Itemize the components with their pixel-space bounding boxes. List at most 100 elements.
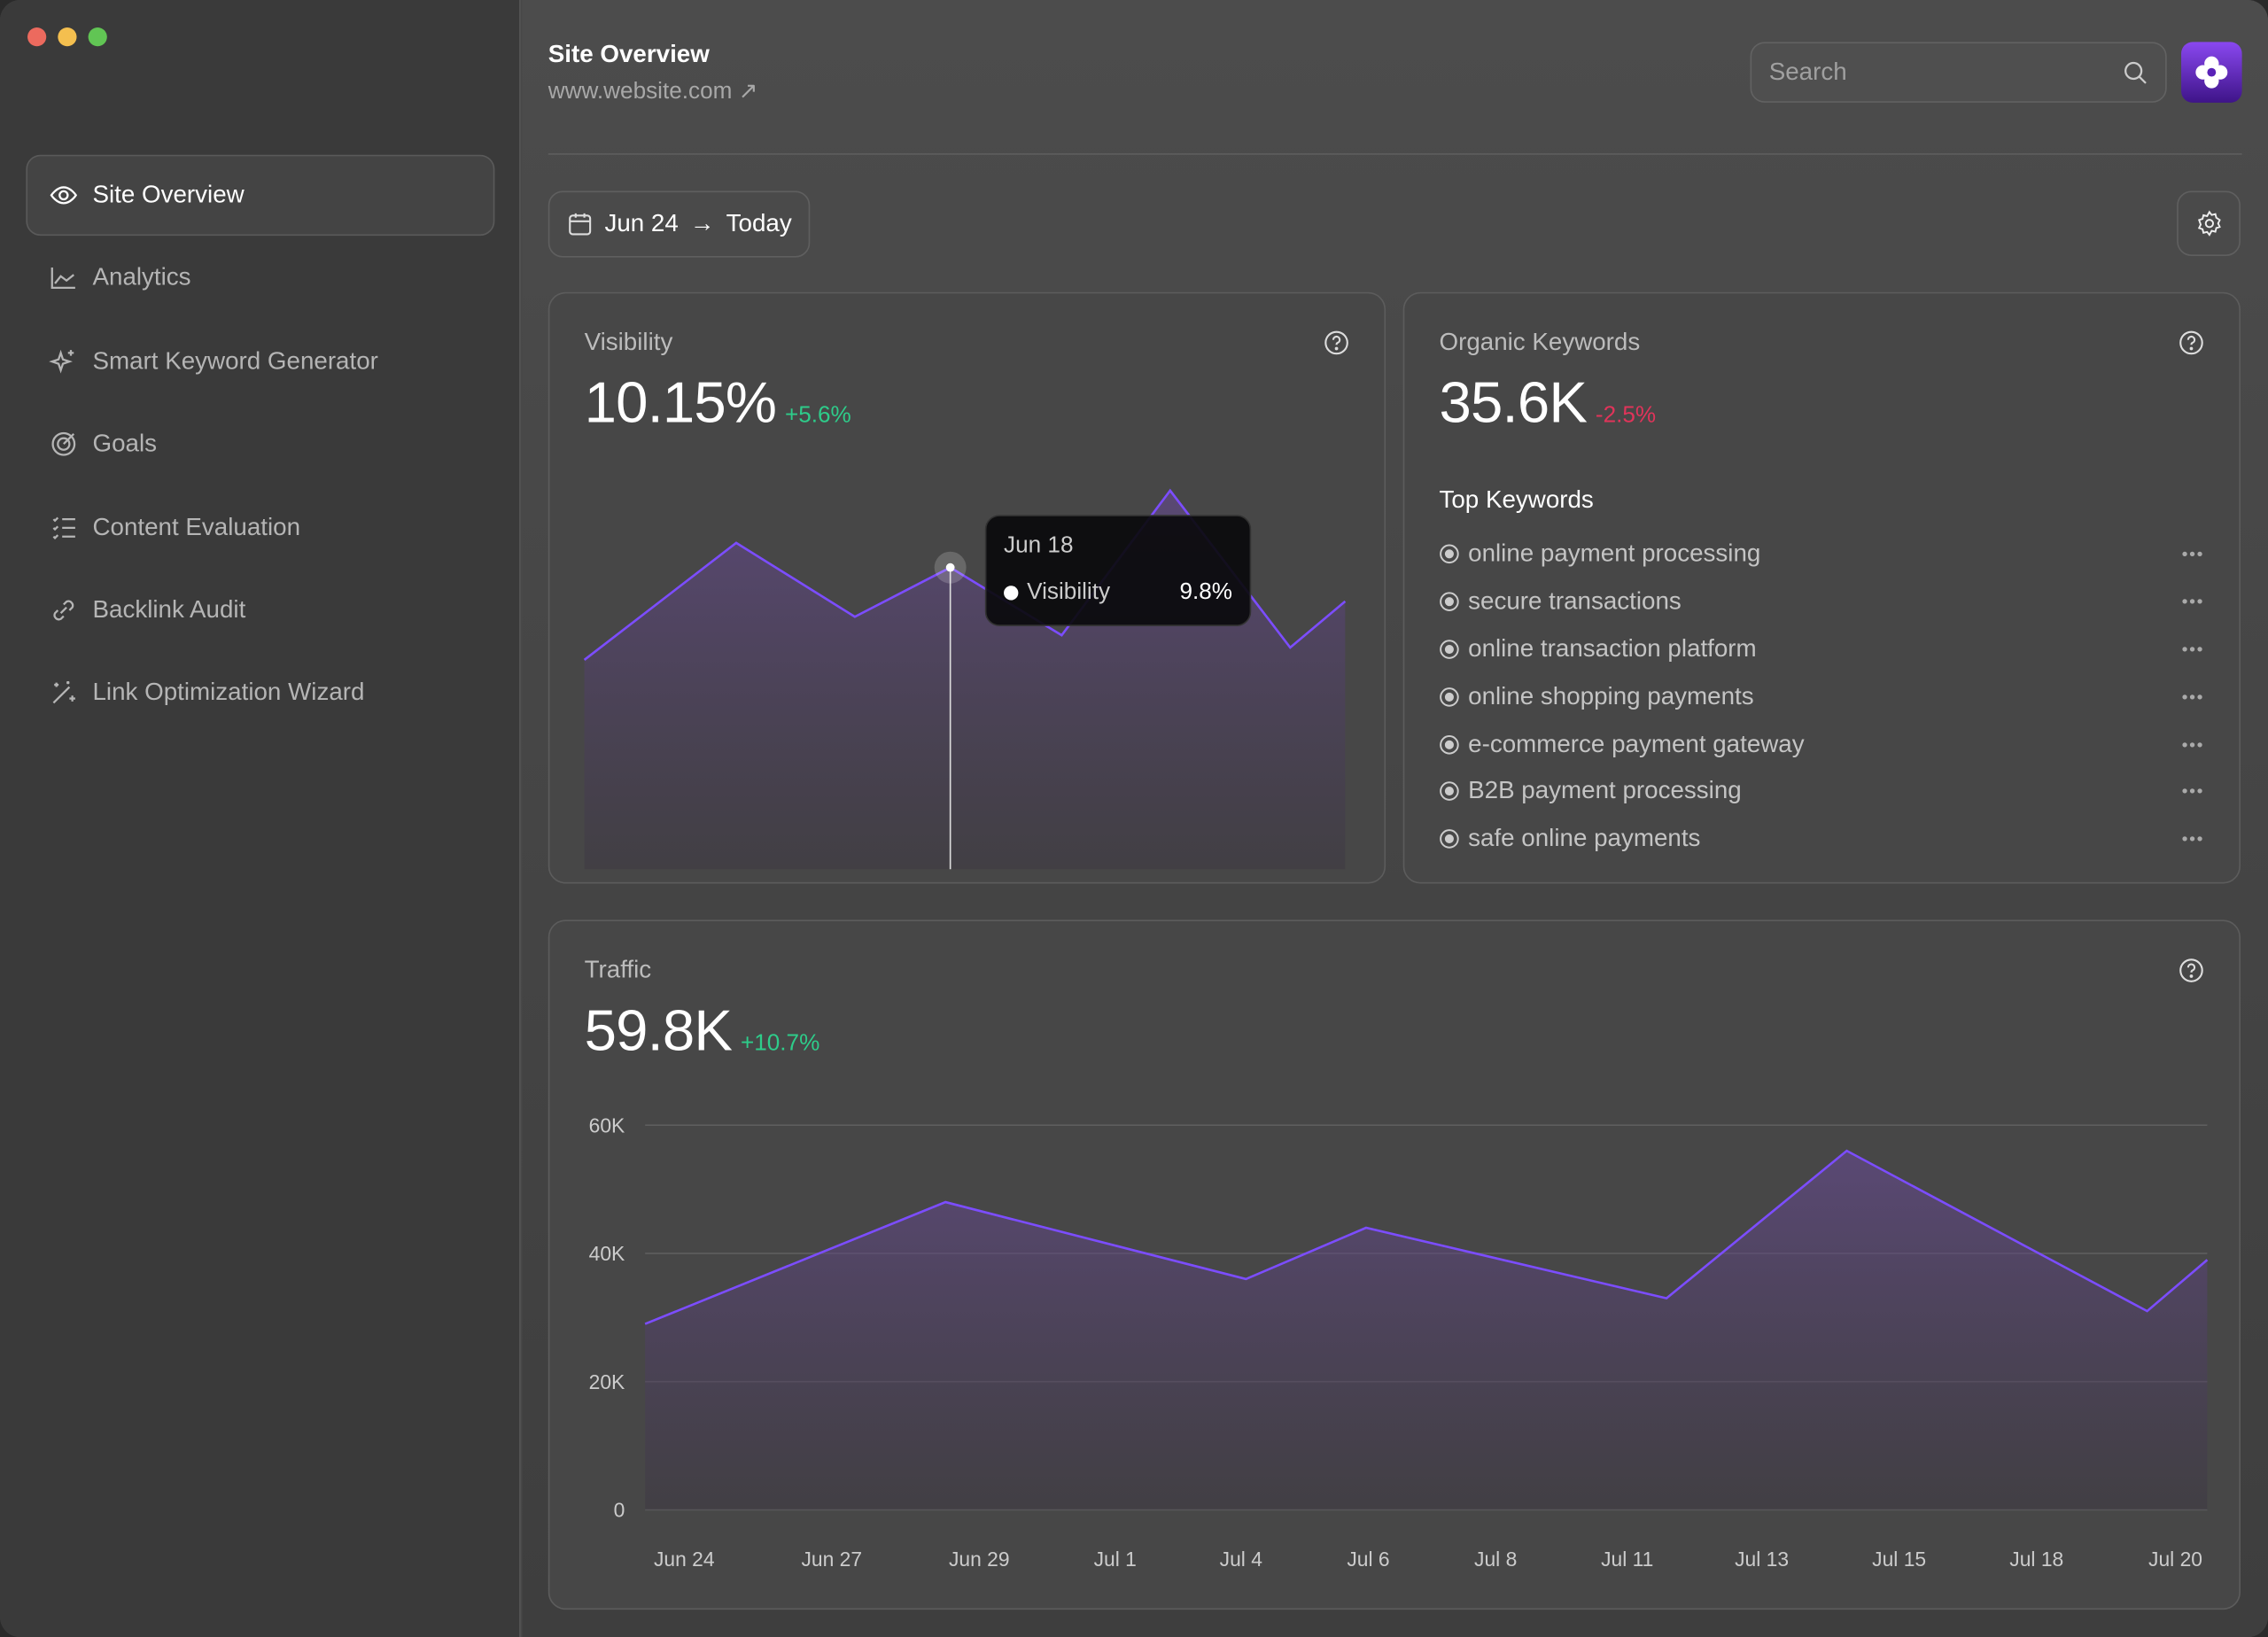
settings-button[interactable] (2177, 190, 2241, 256)
tooltip-series: Visibility (1027, 579, 1111, 605)
help-icon[interactable] (1324, 330, 1349, 355)
x-tick-label: Jul 13 (1735, 1548, 1789, 1571)
keyword-item[interactable]: e-commerce payment gateway ••• (1439, 720, 2204, 768)
site-url: www.website.com (548, 79, 733, 105)
target-dot-icon (1440, 734, 1459, 754)
keyword-label: online transaction platform (1468, 634, 1757, 663)
target-dot-icon (1440, 545, 1459, 564)
keyword-label: online shopping payments (1468, 682, 1754, 710)
keyword-item[interactable]: online payment processing ••• (1439, 531, 2204, 578)
page-title: Site Overview (548, 40, 710, 68)
x-tick-label: Jul 15 (1872, 1548, 1926, 1571)
x-tick-label: Jul 6 (1347, 1548, 1389, 1571)
x-tick-label: Jun 29 (949, 1548, 1010, 1571)
target-dot-icon (1440, 592, 1459, 612)
sidebar-item-label: Site Overview (92, 181, 245, 209)
search-input[interactable] (1768, 58, 2087, 87)
more-options-icon[interactable]: ••• (2181, 592, 2205, 612)
series-dot-icon (1004, 586, 1019, 601)
x-tick-label: Jun 27 (801, 1548, 862, 1571)
chart-tooltip: Jun 18 Visibility 9.8% (984, 515, 1252, 626)
tooltip-value: 9.8% (1179, 579, 1233, 605)
sidebar-item-link-optimization-wizard[interactable]: Link Optimization Wizard (26, 653, 494, 733)
tooltip-date: Jun 18 (1004, 533, 1074, 559)
x-tick-label: Jul 4 (1220, 1548, 1263, 1571)
target-dot-icon (1440, 687, 1459, 707)
sidebar-item-label: Link Optimization Wizard (92, 679, 365, 707)
minimize-window-button[interactable] (58, 27, 77, 47)
keyword-label: B2B payment processing (1468, 777, 1742, 805)
card-title: Traffic (584, 956, 652, 984)
search-icon (2124, 61, 2147, 83)
more-options-icon[interactable]: ••• (2181, 639, 2205, 660)
app-logo[interactable] (2181, 42, 2242, 103)
traffic-delta: +10.7% (740, 1031, 820, 1056)
calendar-icon (569, 213, 592, 236)
sidebar-item-goals[interactable]: Goals (26, 404, 494, 485)
card-title: Organic Keywords (1439, 328, 1641, 356)
maximize-window-button[interactable] (88, 27, 107, 47)
help-icon[interactable] (2179, 958, 2204, 983)
sidebar-item-label: Backlink Audit (92, 595, 246, 624)
target-dot-icon (1440, 781, 1459, 802)
keyword-label: e-commerce payment gateway (1468, 729, 1805, 757)
external-link-icon: ↗ (738, 79, 758, 105)
keyword-label: secure transactions (1468, 587, 1682, 616)
organic-value: 35.6K -2.5% (1439, 371, 1657, 436)
sidebar-item-analytics[interactable]: Analytics (26, 237, 494, 318)
date-range-button[interactable]: Jun 24 → Today (548, 190, 811, 258)
link-icon (53, 600, 74, 621)
y-tick-label: 0 (614, 1499, 625, 1522)
more-options-icon[interactable]: ••• (2181, 828, 2205, 850)
x-tick-label: Jul 20 (2148, 1548, 2202, 1571)
logo-icon (2195, 56, 2228, 89)
more-options-icon[interactable]: ••• (2181, 781, 2205, 803)
magic-wand-icon (52, 681, 75, 704)
sparkle-icon (49, 349, 74, 374)
x-tick-label: Jul 18 (2009, 1548, 2063, 1571)
x-tick-label: Jun 24 (654, 1548, 715, 1571)
sidebar-item-content-evaluation[interactable]: Content Evaluation (26, 486, 494, 567)
more-options-icon[interactable]: ••• (2181, 733, 2205, 755)
traffic-chart[interactable]: 60K 40K 20K 0 Jun 24 Jun 27 Jun 29 Jul 1 Jul 4 Ju… (549, 921, 2241, 1610)
keyword-item[interactable]: online transaction platform ••• (1439, 625, 2204, 673)
gear-icon (2197, 210, 2221, 237)
window-controls (27, 27, 107, 47)
y-tick-label: 20K (589, 1370, 625, 1393)
visibility-card: Visibility 10.15% +5.6% Jun 18 Visibility… (548, 291, 1386, 884)
y-tick-label: 60K (589, 1113, 625, 1137)
help-icon[interactable] (2179, 330, 2204, 355)
target-dot-icon (1440, 829, 1459, 849)
x-tick-label: Jul 8 (1474, 1548, 1517, 1571)
main-content: Site Overview www.website.com ↗ Jun 24 →… (522, 0, 2268, 1637)
more-options-icon[interactable]: ••• (2181, 544, 2205, 565)
eye-icon (50, 186, 78, 205)
keyword-item[interactable]: online shopping payments ••• (1439, 673, 2204, 721)
sidebar-item-label: Content Evaluation (92, 512, 301, 540)
close-window-button[interactable] (27, 27, 47, 47)
chart-line-icon (50, 268, 75, 290)
y-tick-label: 40K (589, 1242, 625, 1265)
site-url-link[interactable]: www.website.com ↗ (548, 77, 758, 106)
target-icon (51, 432, 76, 456)
keyword-item[interactable]: secure transactions ••• (1439, 578, 2204, 626)
sidebar-nav: Site Overview Analytics Smart Keyword Gene… (26, 154, 495, 736)
date-from: Jun 24 (604, 209, 679, 237)
keyword-item[interactable]: B2B payment processing ••• (1439, 768, 2204, 816)
sidebar-item-site-overview[interactable]: Site Overview (26, 154, 495, 237)
visibility-chart[interactable] (549, 293, 1386, 883)
keyword-label: online payment processing (1468, 539, 1761, 568)
search-box[interactable] (1750, 42, 2167, 103)
sidebar-item-backlink-audit[interactable]: Backlink Audit (26, 570, 494, 650)
hover-point[interactable] (945, 562, 955, 572)
visibility-value: 10.15% +5.6% (584, 371, 851, 436)
organic-delta: -2.5% (1595, 403, 1657, 429)
more-options-icon[interactable]: ••• (2181, 687, 2205, 708)
sidebar-item-smart-keyword-generator[interactable]: Smart Keyword Generator (26, 321, 494, 401)
traffic-value: 59.8K +10.7% (584, 999, 820, 1063)
traffic-line (644, 1149, 2209, 1325)
keyword-item[interactable]: safe online payments ••• (1439, 815, 2204, 863)
target-dot-icon (1440, 640, 1459, 659)
traffic-area (645, 1151, 2208, 1510)
